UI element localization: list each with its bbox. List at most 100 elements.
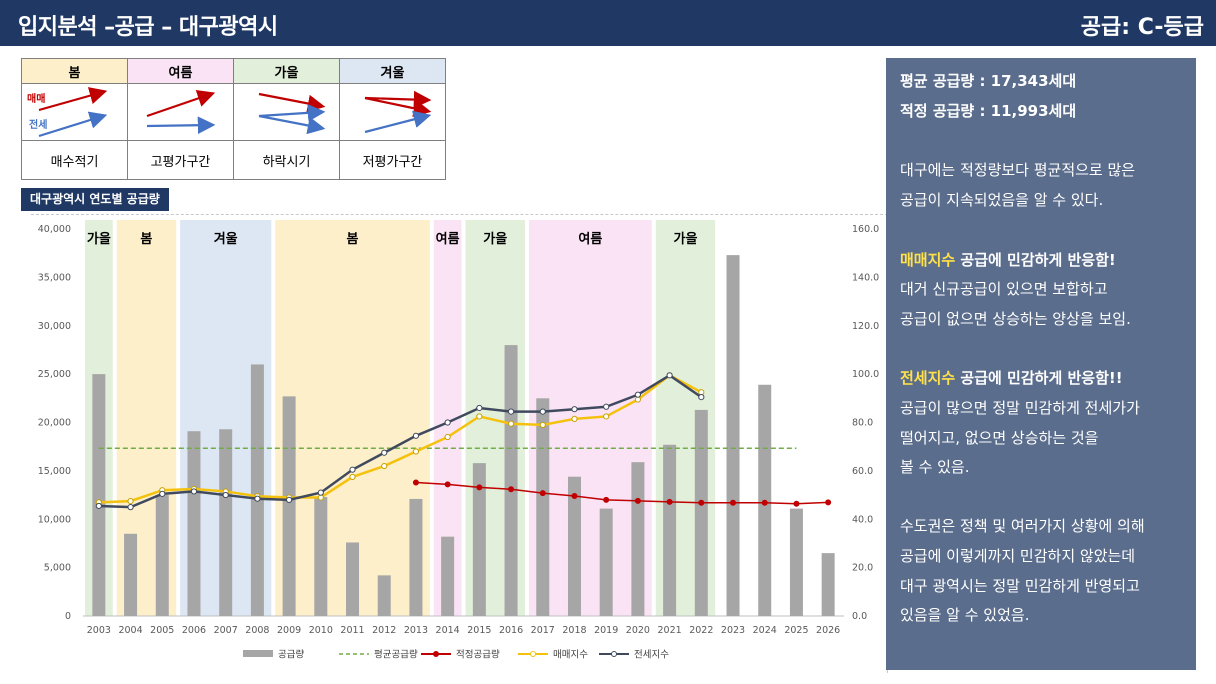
sale-index-line-2: 대거 신규공급이 있으면 보합하고 xyxy=(900,280,1108,298)
sale-index-point xyxy=(412,448,420,455)
chart-section-label: 대구광역시 연도별 공급량 xyxy=(21,188,169,211)
jeonse-index-point xyxy=(317,489,324,496)
legend-supply-swatch xyxy=(243,650,273,657)
x-tick-label: 2018 xyxy=(562,625,586,636)
supply-bar xyxy=(219,429,233,616)
supply-bar xyxy=(409,498,423,616)
page-title: 입지분석 –공급 – 대구광역시 xyxy=(18,15,278,40)
x-tick-label: 2024 xyxy=(753,625,777,636)
proper-supply-text: 적정 공급량 : 11,993세대 xyxy=(900,102,1077,120)
x-tick-label: 2009 xyxy=(277,625,301,636)
sale-index-point xyxy=(507,420,515,427)
supply-bar xyxy=(187,431,201,616)
y-left-tick-label: 40,000 xyxy=(38,224,71,235)
supply-bar xyxy=(821,553,835,616)
proper-supply-point xyxy=(444,481,451,488)
legend-supply-label: 공급량 xyxy=(278,649,304,661)
jeonse-index-line xyxy=(98,373,703,509)
summary-line-2: 공급이 지속되었음을 알 수 있다. xyxy=(900,191,1104,209)
season-spring-header: 봄 xyxy=(21,58,128,84)
season-summer-label: 고평가구간 xyxy=(127,140,234,180)
supply-bar xyxy=(694,409,708,616)
jeonse-index-line-4: 볼 수 있음. xyxy=(900,458,970,476)
x-tick-label: 2023 xyxy=(721,625,745,636)
supply-bar xyxy=(282,396,296,616)
jeonse-index-point xyxy=(381,449,388,456)
y-right-tick-label: 0.0 xyxy=(852,611,867,622)
proper-supply-point xyxy=(698,499,705,506)
sale-index-point xyxy=(381,462,388,470)
legend-jeonse-index-marker xyxy=(611,651,617,657)
proper-supply-point xyxy=(539,490,546,497)
x-tick-label: 2014 xyxy=(436,625,460,636)
jeonse-index-highlight: 전세지수 xyxy=(900,369,956,387)
jeonse-index-point xyxy=(507,408,515,415)
header-bar: 입지분석 –공급 – 대구광역시 공급: C-등급 xyxy=(0,0,1216,46)
spring-arrows: 매매 전세 xyxy=(21,83,128,141)
x-tick-label: 2013 xyxy=(404,625,428,636)
sale-index-heading: 매매지수 공급에 민감하게 반응함! xyxy=(900,249,1116,270)
jeonse-index-point xyxy=(444,419,451,426)
legend-proper-supply-label: 적정공급량 xyxy=(456,649,500,661)
sale-index-point xyxy=(476,413,483,420)
proper-supply-point xyxy=(666,498,673,505)
x-tick-label: 2007 xyxy=(214,625,238,636)
season-band-label: 봄 xyxy=(347,232,359,247)
sale-index-point xyxy=(349,473,356,481)
y-left-tick-label: 35,000 xyxy=(38,272,71,283)
legend-average-supply-label: 평균공급량 xyxy=(374,649,418,661)
supply-bar xyxy=(663,444,677,616)
jeonse-index-point xyxy=(349,466,356,473)
sale-index-point xyxy=(603,413,610,420)
y-left-tick-label: 5,000 xyxy=(44,563,71,574)
legend-jeonse-index-label: 전세지수 xyxy=(634,650,669,661)
season-band-label: 가을 xyxy=(87,231,111,247)
x-tick-label: 2025 xyxy=(784,625,808,636)
season-band-label: 가을 xyxy=(673,231,697,247)
y-right-tick-label: 80.0 xyxy=(852,418,873,429)
jeonse-index-line-2: 공급이 많으면 정말 민감하게 전세가가 xyxy=(900,399,1140,417)
season-band-label: 가을 xyxy=(483,231,507,247)
legend-sale-index-label: 매매지수 xyxy=(553,650,588,661)
x-tick-label: 2019 xyxy=(594,625,618,636)
season-band-label: 겨울 xyxy=(214,231,238,247)
x-tick-label: 2026 xyxy=(816,625,840,636)
sale-index-point xyxy=(127,498,134,505)
proper-supply-point xyxy=(508,486,515,493)
supply-bar xyxy=(441,536,455,616)
supply-bar xyxy=(726,255,740,616)
y-left-tick-label: 0 xyxy=(65,611,71,622)
supply-bar xyxy=(346,542,360,616)
y-left-tick-label: 30,000 xyxy=(38,321,71,332)
y-left-tick-label: 15,000 xyxy=(38,466,71,477)
supply-bar xyxy=(377,575,391,616)
season-winter-header: 겨울 xyxy=(339,58,446,84)
x-tick-label: 2020 xyxy=(626,625,650,636)
sale-index-line-3: 공급이 없으면 상승하는 양상을 보임. xyxy=(900,310,1131,328)
sale-index-point xyxy=(444,433,451,441)
x-tick-label: 2016 xyxy=(499,625,523,636)
jeonse-index-point xyxy=(159,490,166,497)
jeonse-index-line-3: 떨어지고, 없으면 상승하는 것을 xyxy=(900,429,1099,447)
legend-proper-supply-marker xyxy=(433,651,439,657)
supply-bar xyxy=(92,374,106,616)
season-spring-label: 매수적기 xyxy=(21,140,128,180)
summary-line-1: 대구에는 적정량보다 평균적으로 많은 xyxy=(900,161,1136,179)
jeonse-index-point xyxy=(634,391,641,398)
season-band-label: 여름 xyxy=(436,231,460,247)
proper-supply-point xyxy=(603,496,610,503)
supply-bar xyxy=(155,495,169,616)
y-left-tick-label: 20,000 xyxy=(38,418,71,429)
jeonse-index-heading: 전세지수 공급에 민감하게 반응함!! xyxy=(900,367,1123,388)
supply-bar xyxy=(536,398,550,616)
y-right-tick-label: 20.0 xyxy=(852,563,873,574)
proper-supply-point xyxy=(761,499,768,506)
proper-supply-point xyxy=(412,479,419,486)
jeonse-index-point xyxy=(286,496,293,503)
season-autumn-header: 가을 xyxy=(233,58,340,84)
legend-jeonse-text: 전세 xyxy=(29,118,47,131)
season-winter-label: 저평가구간 xyxy=(339,140,446,180)
sale-index-point xyxy=(539,421,546,429)
x-tick-label: 2021 xyxy=(658,625,682,636)
supply-bar xyxy=(789,508,803,616)
